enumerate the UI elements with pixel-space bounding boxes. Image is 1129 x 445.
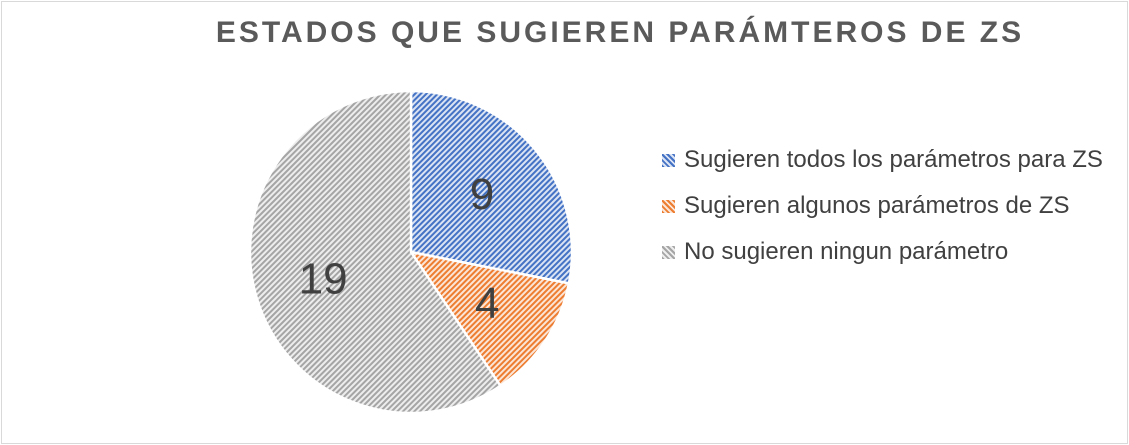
legend-swatch-orange — [662, 200, 675, 213]
legend-swatch-gray — [662, 246, 675, 259]
data-label: 9 — [470, 170, 494, 219]
slice-ninguno — [248, 89, 503, 415]
legend-label: Sugieren algunos parámetros de ZS — [684, 192, 1070, 219]
chart-title: ESTADOS QUE SUGIEREN PARÁMTEROS DE ZS — [215, 16, 1025, 49]
data-label: 19 — [299, 255, 348, 304]
legend-label: Sugieren todos los parámetros para ZS — [684, 146, 1103, 173]
legend-item-algunos: Sugieren algunos parámetros de ZS — [662, 188, 1104, 224]
data-label: 4 — [475, 279, 499, 328]
legend-swatch-blue — [662, 154, 675, 167]
legend-label: No sugieren ningun parámetro — [684, 238, 1009, 265]
legend-item-ninguno: No sugieren ningun parámetro — [662, 234, 1104, 270]
slice-algunos — [408, 250, 571, 388]
legend-item-todos: Sugieren todos los parámetros para ZS — [662, 142, 1104, 178]
chart-legend: Sugieren todos los parámetros para ZS Su… — [662, 142, 1122, 280]
slice-todos — [409, 89, 574, 285]
